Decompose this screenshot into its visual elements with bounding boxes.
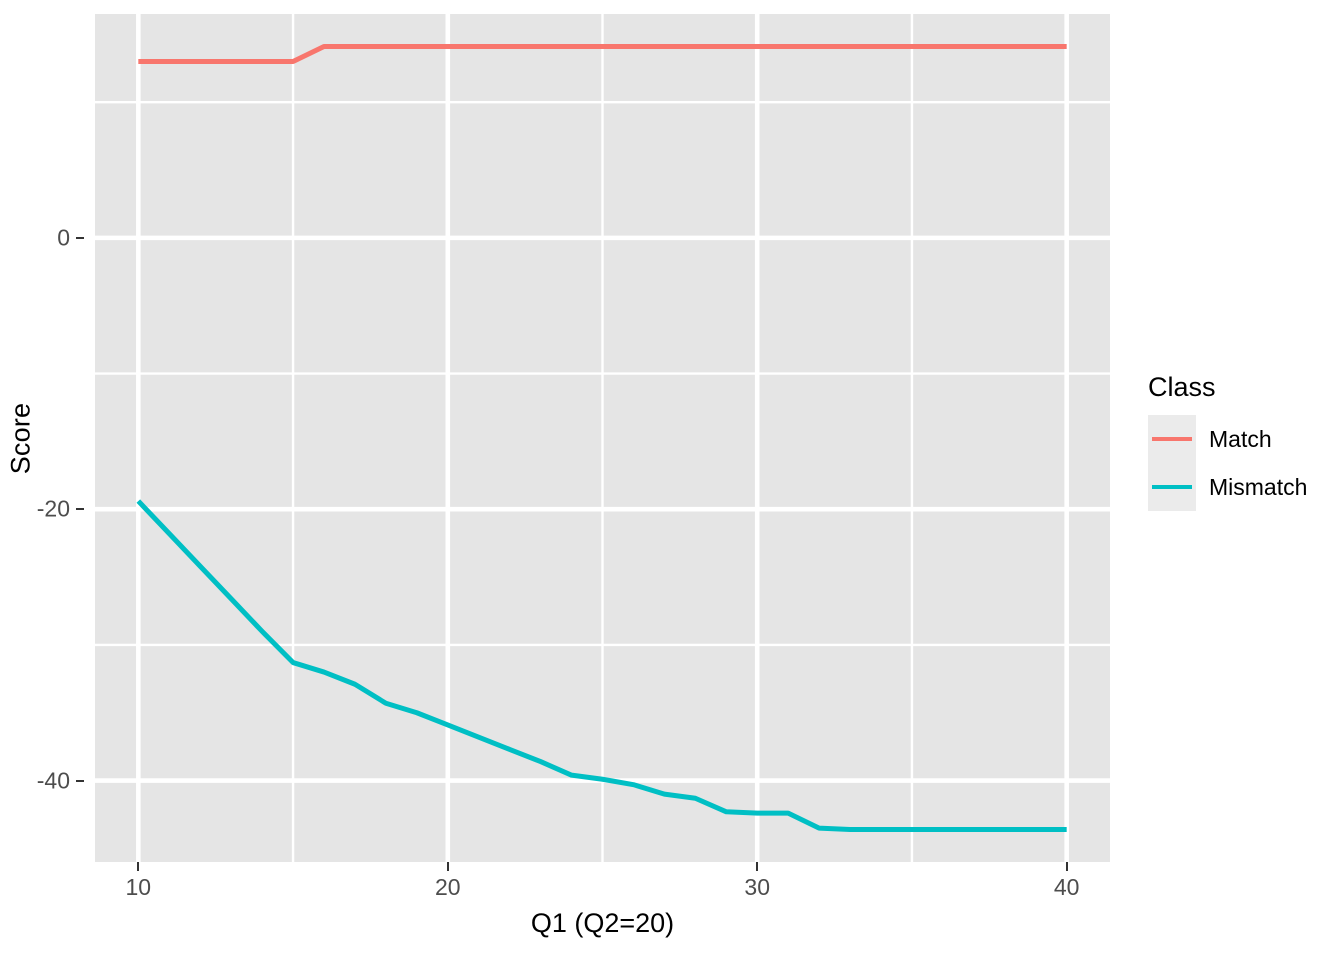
legend-item-match[interactable]: Match — [1148, 415, 1338, 463]
legend-key-swatch — [1148, 415, 1196, 463]
legend-item-mismatch[interactable]: Mismatch — [1148, 463, 1338, 511]
y-axis-ticks: 0 -20 -40 — [0, 0, 84, 876]
y-tick-mark — [76, 236, 84, 239]
legend-title: Class — [1148, 372, 1216, 402]
legend-items: Match Mismatch — [1148, 415, 1338, 511]
x-axis-title: Q1 (Q2=20) — [95, 908, 1110, 939]
x-tick-label: 40 — [1053, 874, 1080, 900]
x-axis-ticks: 10 20 30 40 — [95, 862, 1110, 902]
legend-key-swatch — [1148, 463, 1196, 511]
y-tick-label: 0 — [57, 224, 70, 251]
x-tick-mark — [756, 862, 759, 871]
legend-item-label: Mismatch — [1209, 473, 1308, 500]
x-axis-title-label: Q1 (Q2=20) — [530, 908, 675, 938]
series-line-match — [138, 44, 1067, 64]
plot-area — [95, 14, 1110, 862]
x-tick-mark — [446, 862, 449, 871]
y-tick-mark — [76, 779, 84, 782]
legend-line-icon — [1152, 437, 1192, 441]
x-tick-label: 10 — [125, 874, 152, 900]
legend-line-icon — [1152, 485, 1192, 489]
minor-gridlines — [95, 14, 1110, 862]
legend: Class Match Mismatch — [1148, 372, 1338, 511]
x-tick-label: 30 — [744, 874, 771, 900]
x-tick-mark — [1065, 862, 1068, 871]
y-tick-mark — [76, 508, 84, 511]
legend-item-label: Match — [1209, 425, 1272, 452]
x-tick-label: 20 — [434, 874, 461, 900]
plot-panel — [95, 14, 1110, 862]
x-tick-mark — [137, 862, 140, 871]
data-series-group — [136, 44, 1067, 832]
y-tick-label: -40 — [36, 767, 70, 794]
series-line-mismatch — [136, 499, 1067, 832]
y-tick-label: -20 — [36, 495, 70, 522]
